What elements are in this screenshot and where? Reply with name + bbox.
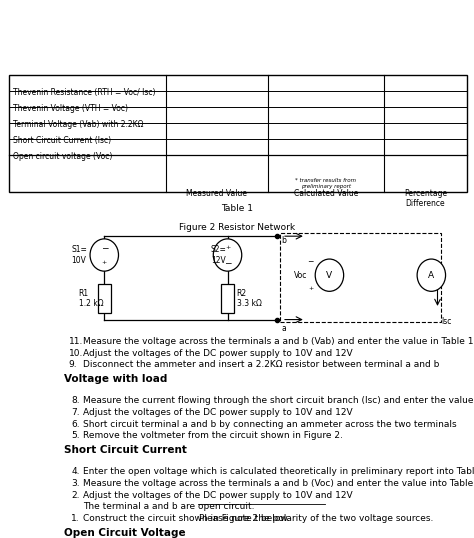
Text: Short Circuit Current (Isc): Short Circuit Current (Isc) <box>13 136 111 145</box>
Text: Voc: Voc <box>294 271 307 280</box>
Bar <box>280 233 441 322</box>
Text: The terminal a and b are open circuit.: The terminal a and b are open circuit. <box>83 502 255 512</box>
Text: Measured Value: Measured Value <box>186 189 247 198</box>
Circle shape <box>213 239 242 271</box>
Text: Remove the voltmeter from the circuit shown in Figure 2.: Remove the voltmeter from the circuit sh… <box>83 431 343 441</box>
Text: R2
3.3 kΩ: R2 3.3 kΩ <box>237 288 261 308</box>
Text: 6.: 6. <box>71 420 80 429</box>
Text: −: − <box>224 258 231 267</box>
Text: Short circuit terminal a and b by connecting an ammeter across the two terminals: Short circuit terminal a and b by connec… <box>83 420 456 429</box>
Text: 2.: 2. <box>71 491 80 500</box>
Text: Measure the voltage across the terminals a and b (Voc) and enter the value into : Measure the voltage across the terminals… <box>83 479 474 488</box>
Text: Enter the open voltage which is calculated theoretically in preliminary report i: Enter the open voltage which is calculat… <box>83 467 474 476</box>
Text: Measure the current flowing through the short circuit branch (Isc) and enter the: Measure the current flowing through the … <box>83 396 474 405</box>
Text: 4.: 4. <box>71 467 80 476</box>
Text: Open Circuit Voltage: Open Circuit Voltage <box>64 528 186 538</box>
Text: Adjust the voltages of the DC power supply to 10V and 12V: Adjust the voltages of the DC power supp… <box>83 408 353 417</box>
Text: Measure the voltage across the terminals a and b (Vab) and enter the value in Ta: Measure the voltage across the terminals… <box>83 337 474 346</box>
Text: 10.: 10. <box>69 349 83 358</box>
Text: S2=
12V: S2= 12V <box>211 245 227 265</box>
Text: Short Circuit Current: Short Circuit Current <box>64 445 187 456</box>
Text: Voltage with load: Voltage with load <box>64 374 167 385</box>
Text: 9.: 9. <box>69 360 77 370</box>
Text: Percentage
Difference: Percentage Difference <box>404 189 447 208</box>
Text: −: − <box>307 257 314 266</box>
Text: Disconnect the ammeter and insert a 2.2KΩ resistor between terminal a and b: Disconnect the ammeter and insert a 2.2K… <box>83 360 439 370</box>
Text: A: A <box>428 271 434 280</box>
Bar <box>221 284 234 313</box>
Text: Thevenin Resistance (RTH = Voc/ Isc): Thevenin Resistance (RTH = Voc/ Isc) <box>13 88 156 97</box>
Text: a: a <box>281 324 286 333</box>
Text: Terminal Voltage (Vab) with 2.2KΩ: Terminal Voltage (Vab) with 2.2KΩ <box>13 120 144 129</box>
Text: −: − <box>100 243 108 252</box>
Text: Adjust the voltages of the DC power supply to 10V and 12V: Adjust the voltages of the DC power supp… <box>83 491 353 500</box>
Text: Construct the circuit shown in Figure 2 below.: Construct the circuit shown in Figure 2 … <box>83 514 292 523</box>
Circle shape <box>417 259 446 291</box>
Text: Adjust the voltages of the DC power supply to 10V and 12V: Adjust the voltages of the DC power supp… <box>83 349 353 358</box>
Text: Table 1: Table 1 <box>221 204 253 213</box>
Text: 8.: 8. <box>71 396 80 405</box>
Text: Please note the polarity of the two voltage sources.: Please note the polarity of the two volt… <box>199 514 433 523</box>
Text: 3.: 3. <box>71 479 80 488</box>
Text: +: + <box>308 286 313 291</box>
Text: Figure 2 Resistor Network: Figure 2 Resistor Network <box>179 223 295 232</box>
Text: * transfer results from
preliminary report: * transfer results from preliminary repo… <box>295 178 356 189</box>
Text: 1.: 1. <box>71 514 80 523</box>
Bar <box>98 284 111 313</box>
Text: Calculated Value: Calculated Value <box>294 189 358 198</box>
Text: Thevenin Voltage (VTH = Voc): Thevenin Voltage (VTH = Voc) <box>13 104 128 113</box>
Text: V: V <box>327 271 332 280</box>
Text: b: b <box>281 236 286 245</box>
Text: +: + <box>101 260 107 265</box>
Text: Isc: Isc <box>441 317 451 326</box>
Circle shape <box>315 259 344 291</box>
Text: 11.: 11. <box>69 337 83 346</box>
Text: Open circuit voltage (Voc): Open circuit voltage (Voc) <box>13 152 113 161</box>
Text: 5.: 5. <box>71 431 80 441</box>
Text: S1=
10V: S1= 10V <box>71 245 87 265</box>
Text: +: + <box>225 245 230 250</box>
Circle shape <box>90 239 118 271</box>
Text: 7.: 7. <box>71 408 80 417</box>
Text: R1
1.2 kΩ: R1 1.2 kΩ <box>79 288 103 308</box>
Bar <box>9 75 467 192</box>
